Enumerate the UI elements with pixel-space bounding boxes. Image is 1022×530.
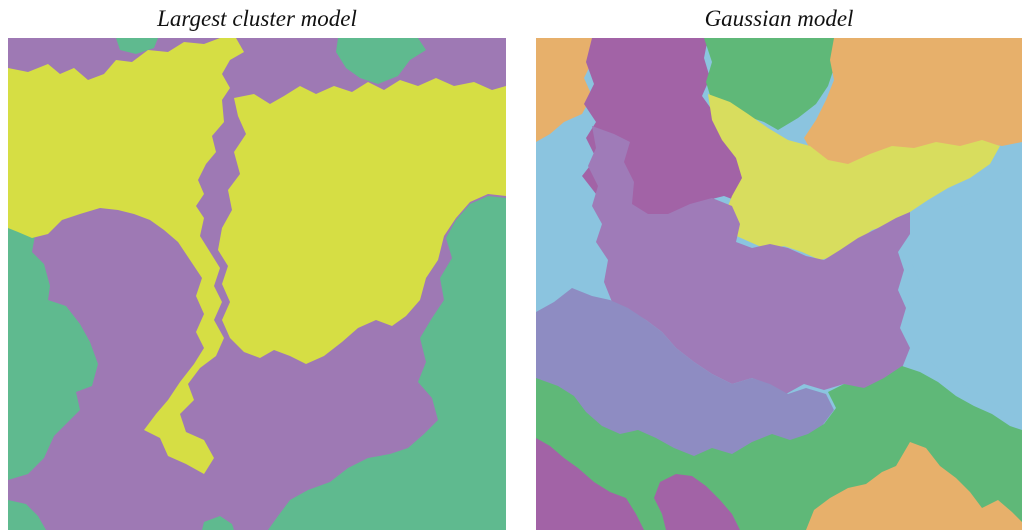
- magenta-cluster-bottom-center: [654, 474, 740, 530]
- left-panel-title: Largest cluster model: [157, 6, 357, 31]
- purple-cluster: [588, 126, 910, 394]
- orange-cluster-top-left: [536, 38, 594, 142]
- blue-violet-cluster: [536, 288, 834, 458]
- green-cluster-top-left: [116, 38, 158, 54]
- green-cluster-left: [8, 208, 98, 480]
- green-cluster-right: [268, 196, 506, 530]
- yellow-cluster: [708, 94, 1000, 260]
- light-blue-cluster-right-lobe: [912, 158, 1022, 418]
- gaussian-model-map: [536, 38, 1022, 530]
- largest-cluster-map: [8, 38, 506, 530]
- green-cluster-bottom-mid: [202, 516, 234, 530]
- orange-cluster-bottom-right: [806, 442, 1022, 530]
- green-cluster-top: [336, 38, 426, 84]
- orange-cluster-top-right: [804, 38, 1022, 172]
- right-panel-title: Gaussian model: [704, 6, 854, 31]
- green-cluster-bottom-left: [8, 500, 46, 530]
- magenta-cluster-bottom-left: [536, 438, 644, 530]
- yellow-largest-cluster: [8, 38, 506, 474]
